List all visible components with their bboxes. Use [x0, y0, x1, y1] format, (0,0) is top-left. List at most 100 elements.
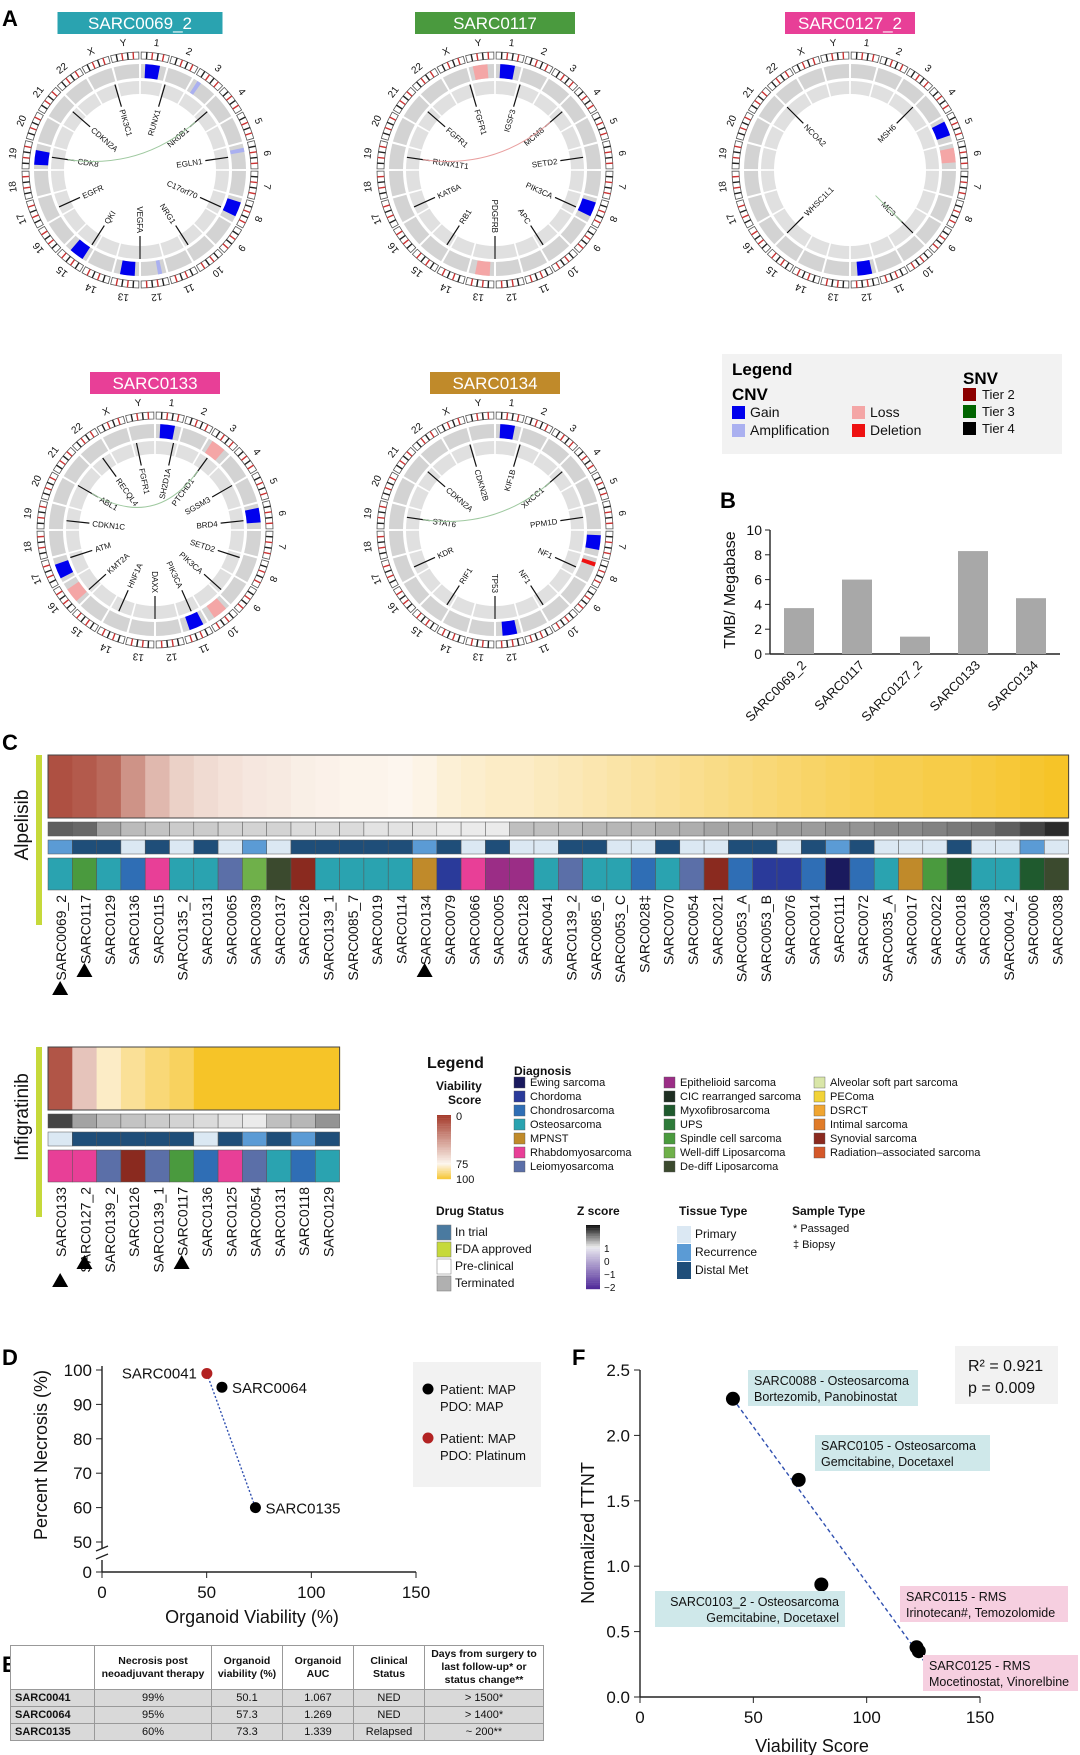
x-axis-label: Viability Score: [755, 1736, 869, 1755]
cytoband: [228, 441, 234, 448]
chromosome-label: 17: [370, 211, 385, 226]
viability-gradient-step: [437, 1140, 451, 1143]
cnv-track: [403, 95, 430, 124]
zscore-cell: [436, 821, 462, 837]
viability-gradient-step: [437, 1147, 451, 1149]
cytoband: [399, 99, 406, 106]
cytoband: [476, 639, 479, 647]
cytoband: [31, 121, 39, 126]
cnv-track: [48, 95, 75, 124]
cytoband: [24, 145, 32, 149]
panel-label-f: F: [572, 1345, 585, 1370]
cytoband: [49, 579, 57, 584]
cytoband: [382, 492, 390, 496]
zscore-cell: [120, 1113, 146, 1129]
cytoband: [39, 551, 47, 555]
viability-gradient-step: [437, 1123, 451, 1125]
x-tick-label: 150: [402, 1583, 430, 1602]
cytoband: [46, 574, 54, 579]
chromosome-label: 18: [362, 180, 374, 193]
cnv-track: [389, 530, 406, 557]
snv-mark: [554, 196, 577, 208]
ideogram-segment: [376, 530, 388, 560]
snv-track: [827, 81, 850, 97]
gene-label: SGSM3: [183, 495, 212, 517]
cytoband: [264, 511, 272, 514]
viability-cell: [266, 1047, 292, 1110]
cytoband: [446, 421, 451, 429]
sample-label: SARC0139_1: [320, 895, 336, 981]
chromosome-label: 16: [31, 240, 47, 256]
cytoband: [544, 64, 549, 72]
drug-status-label: Pre-clinical: [455, 1259, 514, 1273]
ideogram-segment: [850, 277, 880, 289]
cytoband: [379, 191, 387, 195]
selected-sample-marker: [76, 963, 93, 977]
chromosome-label: 6: [276, 510, 288, 517]
cytoband: [382, 132, 390, 136]
snv-track: [515, 236, 539, 256]
chromosome-label: 6: [971, 150, 983, 157]
cytoband: [534, 273, 539, 281]
ideogram-segment: [262, 530, 274, 560]
snv-track: [451, 596, 475, 616]
viability-cell: [752, 755, 778, 818]
cytoband: [801, 271, 806, 279]
viability-cell: [242, 1047, 268, 1110]
cytoband: [446, 271, 451, 279]
cnv-track: [113, 64, 140, 81]
sample-label: SARC0053_C: [612, 895, 628, 983]
gene-label: NCOA2: [802, 123, 828, 149]
cnv-track: [403, 455, 430, 484]
cnv-segment: [185, 611, 204, 631]
cytoband: [539, 631, 544, 639]
chromosome-label: 21: [386, 84, 402, 100]
snv-track: [69, 486, 89, 510]
cytoband: [604, 546, 612, 549]
legend-label: Patient: MAP: [440, 1382, 516, 1397]
chromosome-label: 9: [590, 602, 602, 613]
chromosome-label: 2: [539, 46, 549, 58]
cytoband: [237, 451, 244, 457]
cytoband: [771, 252, 777, 259]
snv-track: [787, 93, 812, 116]
cytoband: [250, 156, 258, 159]
viability-gradient-step: [437, 1127, 451, 1130]
cnv-segment: [159, 424, 176, 440]
cnv-track: [758, 216, 785, 245]
gene-label: RUNX1T1: [432, 157, 470, 171]
table-cell: NED: [353, 1706, 425, 1724]
cytoband: [378, 186, 386, 189]
cytoband: [80, 437, 86, 445]
tissue-cell: [47, 1131, 73, 1147]
bar: [1016, 598, 1046, 654]
drug-status-swatch: [436, 1241, 452, 1258]
cytoband: [960, 181, 968, 184]
chromosome-label: 2: [199, 406, 209, 418]
tissue-cell: [485, 839, 510, 855]
viability-gradient-step: [437, 1137, 451, 1140]
drug-status-swatch: [436, 1275, 452, 1292]
cytoband: [416, 252, 422, 259]
translocation-link: [422, 481, 551, 522]
chromosome-label: 10: [920, 263, 936, 279]
cnv-track: [49, 530, 66, 557]
table-cell: SARC0041: [10, 1689, 95, 1707]
y-tick-label: 8: [754, 547, 762, 563]
data-point: [725, 1391, 740, 1406]
gene-label: NRG1: [158, 202, 178, 226]
snv-track: [904, 208, 927, 233]
sample-title: SARC0069_2: [88, 14, 192, 33]
cytoband: [744, 116, 752, 121]
viability-gradient-step: [437, 1116, 451, 1119]
legend-swatch: [732, 424, 745, 437]
cytoband: [861, 280, 864, 288]
sample-label: SARC0036: [977, 895, 993, 965]
cytoband: [402, 455, 410, 461]
cytoband: [737, 204, 745, 208]
x-tick-label: 0: [635, 1708, 644, 1727]
viability-gradient-step: [437, 1151, 451, 1154]
cytoband: [923, 81, 929, 88]
gene-label: CDKN1C: [92, 519, 126, 531]
